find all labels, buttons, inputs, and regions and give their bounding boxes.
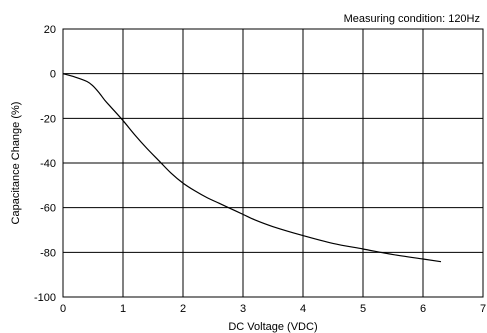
y-tick-label: -60 [40, 203, 56, 215]
plot-frame [62, 28, 484, 298]
x-tick-label: 0 [60, 303, 66, 315]
y-tick-label: 20 [44, 24, 56, 36]
series-line [62, 73, 442, 263]
y-axis-title: Capacitance Change (%) [10, 102, 22, 225]
x-tick-label: 2 [180, 303, 186, 315]
x-axis-title: DC Voltage (VDC) [228, 321, 317, 333]
y-axis-ticks: 20 0 -20 -40 -60 -80 -100 [34, 24, 56, 304]
x-tick-label: 3 [240, 303, 246, 315]
x-tick-label: 6 [420, 303, 426, 315]
y-tick-label: -20 [40, 113, 56, 125]
y-tick-label: 0 [50, 69, 56, 81]
y-tick-label: -80 [40, 247, 56, 259]
y-tick-label: -100 [34, 292, 56, 304]
x-tick-label: 7 [480, 303, 486, 315]
x-tick-label: 4 [300, 303, 306, 315]
y-tick-label: -40 [40, 158, 56, 170]
measuring-condition-annotation: Measuring condition: 120Hz [344, 13, 480, 25]
grid [63, 29, 483, 297]
x-tick-label: 5 [360, 303, 366, 315]
x-tick-label: 1 [120, 303, 126, 315]
x-axis-ticks: 0 1 2 3 4 5 6 7 [60, 303, 486, 315]
